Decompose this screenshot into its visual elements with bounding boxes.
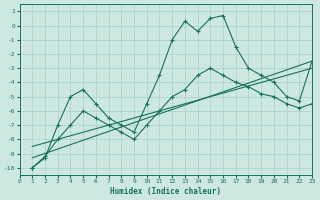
X-axis label: Humidex (Indice chaleur): Humidex (Indice chaleur) [110, 187, 221, 196]
